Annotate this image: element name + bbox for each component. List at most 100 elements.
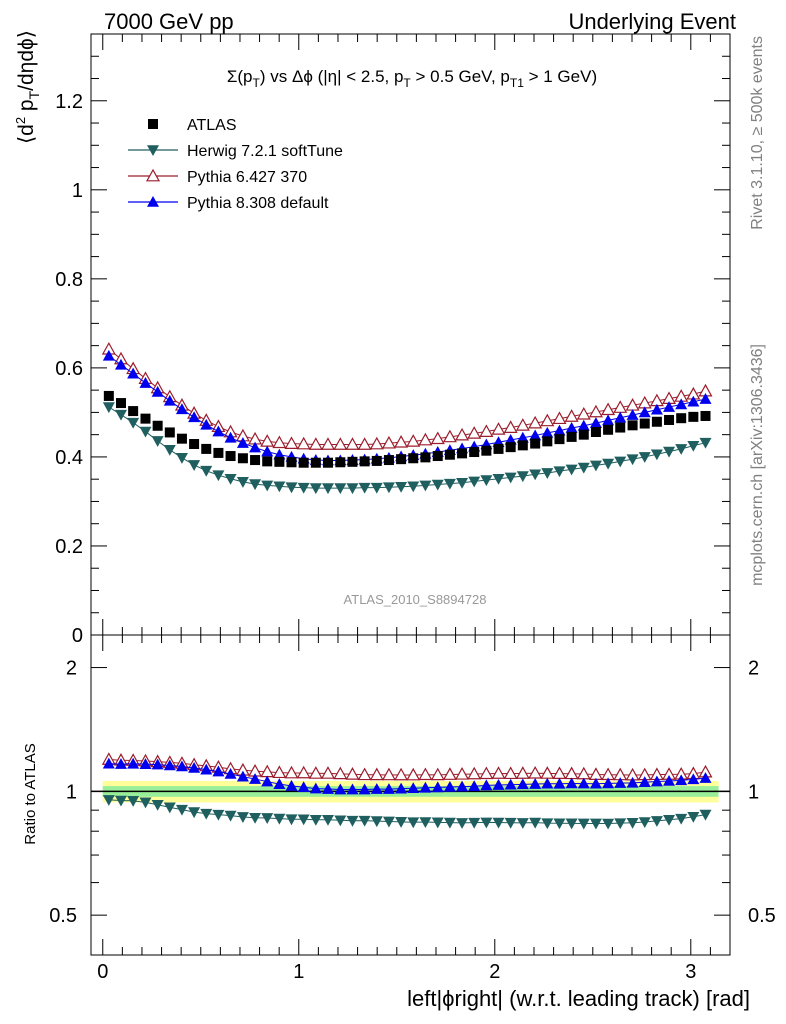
data-point (663, 401, 676, 412)
series-1 (102, 402, 712, 495)
data-point (284, 436, 299, 449)
ratio-point (699, 772, 712, 783)
data-point (272, 435, 287, 449)
data-point (687, 440, 700, 452)
data-point (296, 436, 311, 450)
data-point (566, 431, 577, 442)
y-tick-label: 1 (72, 180, 83, 202)
ratio-point (602, 777, 615, 789)
ratio-point (699, 809, 712, 821)
data-point (163, 445, 176, 456)
ratio-point (577, 818, 590, 830)
data-point (505, 442, 516, 453)
data-point (212, 470, 225, 482)
data-point (201, 443, 212, 454)
legend-marker (147, 196, 159, 207)
ratio-point (212, 765, 225, 777)
data-point (700, 410, 711, 421)
data-point (274, 456, 285, 467)
data-point (432, 451, 443, 462)
ratio-point (577, 777, 590, 789)
data-point (114, 409, 127, 421)
ratio-point (334, 815, 347, 827)
data-point (675, 398, 688, 410)
legend: ATLAS Herwig 7.2.1 softTune Pythia 6.427 3… (128, 117, 343, 212)
data-point (225, 451, 236, 462)
data-point (589, 417, 602, 428)
data-point (639, 418, 650, 429)
data-point (382, 482, 395, 494)
data-point (381, 435, 396, 449)
ratio-point (430, 767, 445, 781)
data-point (175, 403, 188, 415)
ratio-point (345, 767, 360, 780)
ratio-point (224, 768, 237, 779)
series-0 (103, 390, 711, 468)
ratio-point (309, 815, 322, 826)
ratio-point (456, 818, 469, 829)
ratio-point (626, 817, 639, 829)
data-point (503, 420, 518, 433)
legend-entry: Herwig 7.2.1 softTune (128, 143, 343, 160)
ratio-y-tick-label: 2 (66, 658, 77, 680)
data-point (370, 482, 383, 494)
legend-marker (148, 119, 158, 129)
data-point (650, 403, 663, 415)
data-point (457, 448, 468, 459)
ratio-point (309, 782, 322, 794)
legend-entry: Pythia 8.308 default (128, 195, 329, 212)
ratio-point (529, 817, 542, 829)
ratio-point (382, 816, 395, 828)
ratio-point (358, 815, 371, 827)
ratio-point (407, 782, 420, 794)
legend-entry: Pythia 6.427 370 (128, 168, 307, 186)
data-point (286, 457, 297, 468)
data-point (262, 456, 273, 467)
data-point (345, 437, 360, 450)
data-point (152, 420, 163, 431)
data-point (467, 426, 482, 439)
ratio-point (406, 767, 421, 781)
rivet-label: Rivet 3.1.10, ≥ 500k events (749, 36, 766, 230)
data-point (516, 471, 529, 483)
ratio-point (468, 817, 481, 829)
ratio-point (626, 776, 639, 788)
ratio-point (687, 773, 700, 785)
data-point (504, 472, 517, 484)
data-point (237, 453, 248, 464)
main-panel: 0 0.2 0.4 0.6 0.8 1 1.2 Σ(pT) vs Δϕ (|η| < 2.5… (13, 30, 731, 647)
ratio-point (638, 817, 651, 829)
ratio-point (480, 817, 493, 829)
ratio-y-label: Ratio to ATLAS (22, 743, 39, 844)
data-point (650, 449, 663, 461)
ratio-point (297, 781, 310, 793)
data-point (577, 462, 590, 474)
data-point (394, 434, 409, 448)
ratio-point (175, 760, 188, 772)
data-point (480, 475, 493, 487)
data-point (346, 483, 359, 495)
data-point (504, 434, 517, 445)
data-point (699, 437, 712, 449)
ratio-y-tick-label-right: 2 (748, 658, 759, 680)
data-point (200, 465, 213, 477)
data-point (320, 437, 335, 450)
ratio-point (492, 779, 505, 790)
data-point (212, 425, 225, 437)
ratio-y-tick-label: 0.5 (49, 905, 77, 927)
data-point (577, 419, 590, 431)
data-point (308, 437, 323, 450)
data-point (189, 439, 200, 450)
ratio-y-tick-label: 1 (66, 781, 77, 803)
ratio-point (200, 808, 213, 820)
main-axis-ticks: 0 0.2 0.4 0.6 0.8 1 1.2 (55, 34, 730, 647)
data-point (408, 453, 419, 464)
ratio-point (467, 766, 482, 780)
ratio-point (663, 774, 676, 786)
data-point (249, 441, 262, 453)
data-point (213, 447, 224, 458)
data-point (541, 468, 554, 479)
ratio-point (442, 767, 457, 780)
ratio-point (346, 783, 359, 795)
data-point (638, 406, 651, 418)
